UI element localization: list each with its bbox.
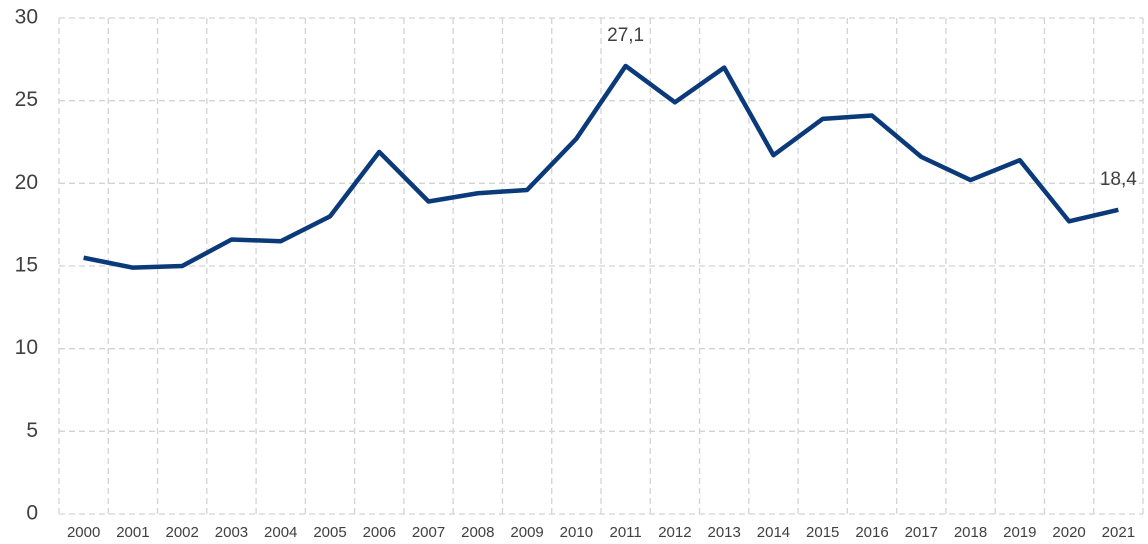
data-line <box>83 63 1119 270</box>
x-tick-label: 2003 <box>215 524 248 541</box>
x-tick-label: 2001 <box>116 524 149 541</box>
x-tick-label: 2019 <box>1003 524 1036 541</box>
x-tick-label: 2009 <box>510 524 543 541</box>
x-tick-label: 2013 <box>707 524 740 541</box>
y-tick-label: 30 <box>15 6 38 29</box>
x-tick-label: 2018 <box>954 524 987 541</box>
x-tick-label: 2004 <box>264 524 297 541</box>
y-tick-label: 15 <box>15 254 38 277</box>
x-tick-label: 2014 <box>757 524 790 541</box>
x-tick-label: 2020 <box>1052 524 1085 541</box>
data-label: 27,1 <box>607 25 644 46</box>
x-tick-label: 2000 <box>67 524 100 541</box>
x-tick-label: 2008 <box>461 524 494 541</box>
y-tick-label: 25 <box>15 88 38 111</box>
x-tick-label: 2007 <box>412 524 445 541</box>
x-tick-label: 2015 <box>806 524 839 541</box>
y-tick-label: 0 <box>26 502 38 525</box>
x-tick-label: 2016 <box>855 524 888 541</box>
x-tick-label: 2006 <box>363 524 396 541</box>
x-tick-label: 2010 <box>560 524 593 541</box>
x-tick-label: 2021 <box>1102 524 1135 541</box>
y-tick-label: 5 <box>26 419 38 442</box>
y-tick-label: 20 <box>15 171 38 194</box>
x-tick-label: 2012 <box>658 524 691 541</box>
x-tick-label: 2017 <box>905 524 938 541</box>
data-label: 18,4 <box>1100 169 1137 190</box>
y-tick-label: 10 <box>15 336 38 359</box>
x-tick-label: 2005 <box>313 524 346 541</box>
x-tick-label: 2011 <box>610 524 642 541</box>
x-tick-label: 2002 <box>165 524 198 541</box>
